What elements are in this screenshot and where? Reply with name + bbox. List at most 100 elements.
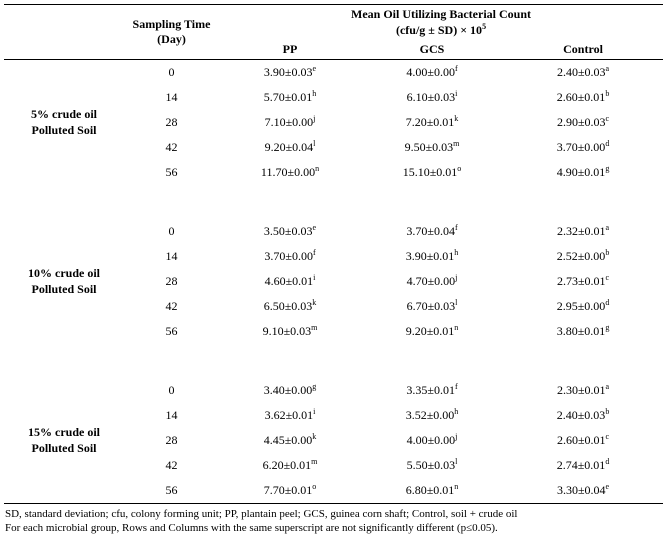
- control-value-cell: 3.70±0.00d: [556, 139, 610, 155]
- table-row: 42 9.20±0.04l 9.50±0.03m 3.70±0.00d: [4, 135, 663, 160]
- day-cell: 42: [165, 140, 178, 155]
- gcs-value-cell: 4.00±0.00j: [406, 432, 458, 448]
- gcs-value-cell: 15.10±0.01o: [402, 164, 462, 180]
- pp-value-cell: 4.60±0.01i: [264, 273, 316, 289]
- table-row: 56 11.70±0.00n 15.10±0.01o 4.90±0.01g: [4, 160, 663, 185]
- pp-value-cell: 9.20±0.04l: [264, 139, 316, 155]
- gcs-value-cell: 3.52±0.00h: [405, 407, 459, 423]
- table-row: 14 3.62±0.01i 3.52±0.00h 2.40±0.03b: [4, 403, 663, 428]
- exponent: 5: [482, 21, 487, 31]
- gcs-value-cell: 3.70±0.04f: [406, 223, 458, 239]
- table-row: 28 4.45±0.00k 4.00±0.00j 2.60±0.01c: [4, 428, 663, 453]
- pp-value-cell: 3.40±0.00g: [263, 382, 317, 398]
- group-label: 15% crude oil Polluted Soil: [28, 425, 100, 455]
- pp-value-cell: 3.62±0.01i: [264, 407, 316, 423]
- control-value-cell: 2.90±0.03c: [556, 114, 610, 130]
- gcs-value-cell: 5.50±0.03l: [406, 457, 458, 473]
- column-header-pp: PP: [282, 42, 298, 57]
- day-cell: 28: [165, 115, 178, 130]
- footnote-abbreviations: SD, standard deviation; cfu, colony form…: [5, 508, 518, 521]
- main-column-header: Mean Oil Utilizing Bacterial Count (cfu/…: [219, 5, 663, 41]
- day-cell: 56: [165, 324, 178, 339]
- gcs-value-cell: 4.00±0.00f: [406, 64, 458, 80]
- gcs-value-cell: 6.80±0.01n: [405, 482, 459, 498]
- column-header-gcs: GCS: [419, 42, 445, 57]
- pp-value-cell: 6.20±0.01m: [262, 457, 318, 473]
- pp-value-cell: 9.10±0.03m: [262, 323, 318, 339]
- gcs-value-cell: 9.50±0.03m: [404, 139, 460, 155]
- gcs-value-cell: 4.70±0.00j: [406, 273, 458, 289]
- gcs-value-cell: 9.20±0.01n: [405, 323, 459, 339]
- gcs-value-cell: 6.10±0.03i: [406, 89, 458, 105]
- day-cell: 0: [168, 65, 175, 80]
- spacer-row: [4, 185, 663, 219]
- control-value-cell: 2.30±0.01a: [556, 382, 610, 398]
- day-cell: 0: [168, 224, 175, 239]
- pp-value-cell: 5.70±0.01h: [263, 89, 317, 105]
- group-label: 5% crude oil Polluted Soil: [31, 107, 97, 137]
- sampling-time-line1: Sampling Time: [132, 17, 211, 32]
- control-value-cell: 2.32±0.01a: [556, 223, 610, 239]
- sampling-time-line2: (Day): [157, 32, 186, 47]
- main-header-line1: Mean Oil Utilizing Bacterial Count: [351, 7, 531, 21]
- pp-value-cell: 7.70±0.01o: [263, 482, 317, 498]
- control-value-cell: 2.40±0.03a: [556, 64, 610, 80]
- control-value-cell: 2.40±0.03b: [556, 407, 610, 423]
- table-row: 42 6.50±0.03k 6.70±0.03l 2.95±0.00d: [4, 294, 663, 319]
- pp-value-cell: 3.50±0.03e: [263, 223, 317, 239]
- control-value-cell: 4.90±0.01g: [556, 164, 610, 180]
- day-cell: 56: [165, 165, 178, 180]
- gcs-value-cell: 6.70±0.03l: [406, 298, 458, 314]
- pp-value-cell: 6.50±0.03k: [263, 298, 317, 314]
- footnote-significance: For each microbial group, Rows and Colum…: [5, 522, 498, 535]
- day-cell: 42: [165, 299, 178, 314]
- day-cell: 56: [165, 483, 178, 498]
- pp-value-cell: 11.70±0.00n: [260, 164, 320, 180]
- header-row-main: Sampling Time (Day) Mean Oil Utilizing B…: [4, 5, 663, 46]
- table-row: 28 7.10±0.00j 7.20±0.01k 2.90±0.03c: [4, 110, 663, 135]
- day-cell: 42: [165, 458, 178, 473]
- day-cell: 14: [165, 249, 178, 264]
- day-cell: 0: [168, 383, 175, 398]
- footnotes: SD, standard deviation; cfu, colony form…: [4, 507, 663, 536]
- pp-value-cell: 4.45±0.00k: [263, 432, 317, 448]
- day-cell: 28: [165, 433, 178, 448]
- pp-value-cell: 7.10±0.00j: [264, 114, 316, 130]
- day-cell: 28: [165, 274, 178, 289]
- table-row: 28 4.60±0.01i 4.70±0.00j 2.73±0.01c: [4, 269, 663, 294]
- sampling-time-header: Sampling Time (Day): [124, 5, 219, 60]
- table-body: 5% crude oil Polluted Soil 0 3.90±0.03e 4.00…: [4, 60, 664, 504]
- main-header-line2: (cfu/g ± SD) × 105: [395, 21, 487, 37]
- table-row: 14 3.70±0.00f 3.90±0.01h 2.52±0.00b: [4, 244, 663, 269]
- table-row: 56 7.70±0.01o 6.80±0.01n 3.30±0.04e: [4, 478, 663, 504]
- column-header-control: Control: [563, 42, 603, 57]
- header-row-subcolumns: PP GCS Control: [4, 40, 663, 60]
- group-column-header: [4, 5, 124, 60]
- table-row: 15% crude oil Polluted Soil 0 3.40±0.00g 3.3…: [4, 378, 663, 455]
- gcs-value-cell: 3.90±0.01h: [405, 248, 459, 264]
- group-label: 10% crude oil Polluted Soil: [28, 266, 100, 296]
- control-value-cell: 2.60±0.01c: [556, 432, 610, 448]
- table-row: 42 6.20±0.01m 5.50±0.03l 2.74±0.01d: [4, 453, 663, 478]
- control-value-cell: 2.73±0.01c: [556, 273, 610, 289]
- gcs-value-cell: 3.35±0.01f: [406, 382, 458, 398]
- control-value-cell: 2.52±0.00b: [556, 248, 610, 264]
- table-row: 10% crude oil Polluted Soil 0 3.50±0.03e 3.7…: [4, 219, 663, 296]
- gcs-value-cell: 7.20±0.01k: [405, 114, 459, 130]
- control-value-cell: 3.30±0.04e: [556, 482, 610, 498]
- control-value-cell: 2.95±0.00d: [556, 298, 610, 314]
- table-header: Sampling Time (Day) Mean Oil Utilizing B…: [4, 5, 664, 60]
- spacer-row: [4, 344, 663, 378]
- results-table: Sampling Time (Day) Mean Oil Utilizing B…: [4, 4, 664, 504]
- control-value-cell: 3.80±0.01g: [556, 323, 610, 339]
- day-cell: 14: [165, 408, 178, 423]
- day-cell: 14: [165, 90, 178, 105]
- table-row: 14 5.70±0.01h 6.10±0.03i 2.60±0.01b: [4, 85, 663, 110]
- table-row: 5% crude oil Polluted Soil 0 3.90±0.03e 4.00…: [4, 60, 663, 137]
- pp-value-cell: 3.70±0.00f: [264, 248, 316, 264]
- table-row: 56 9.10±0.03m 9.20±0.01n 3.80±0.01g: [4, 319, 663, 344]
- pp-value-cell: 3.90±0.03e: [263, 64, 317, 80]
- control-value-cell: 2.74±0.01d: [556, 457, 610, 473]
- control-value-cell: 2.60±0.01b: [556, 89, 610, 105]
